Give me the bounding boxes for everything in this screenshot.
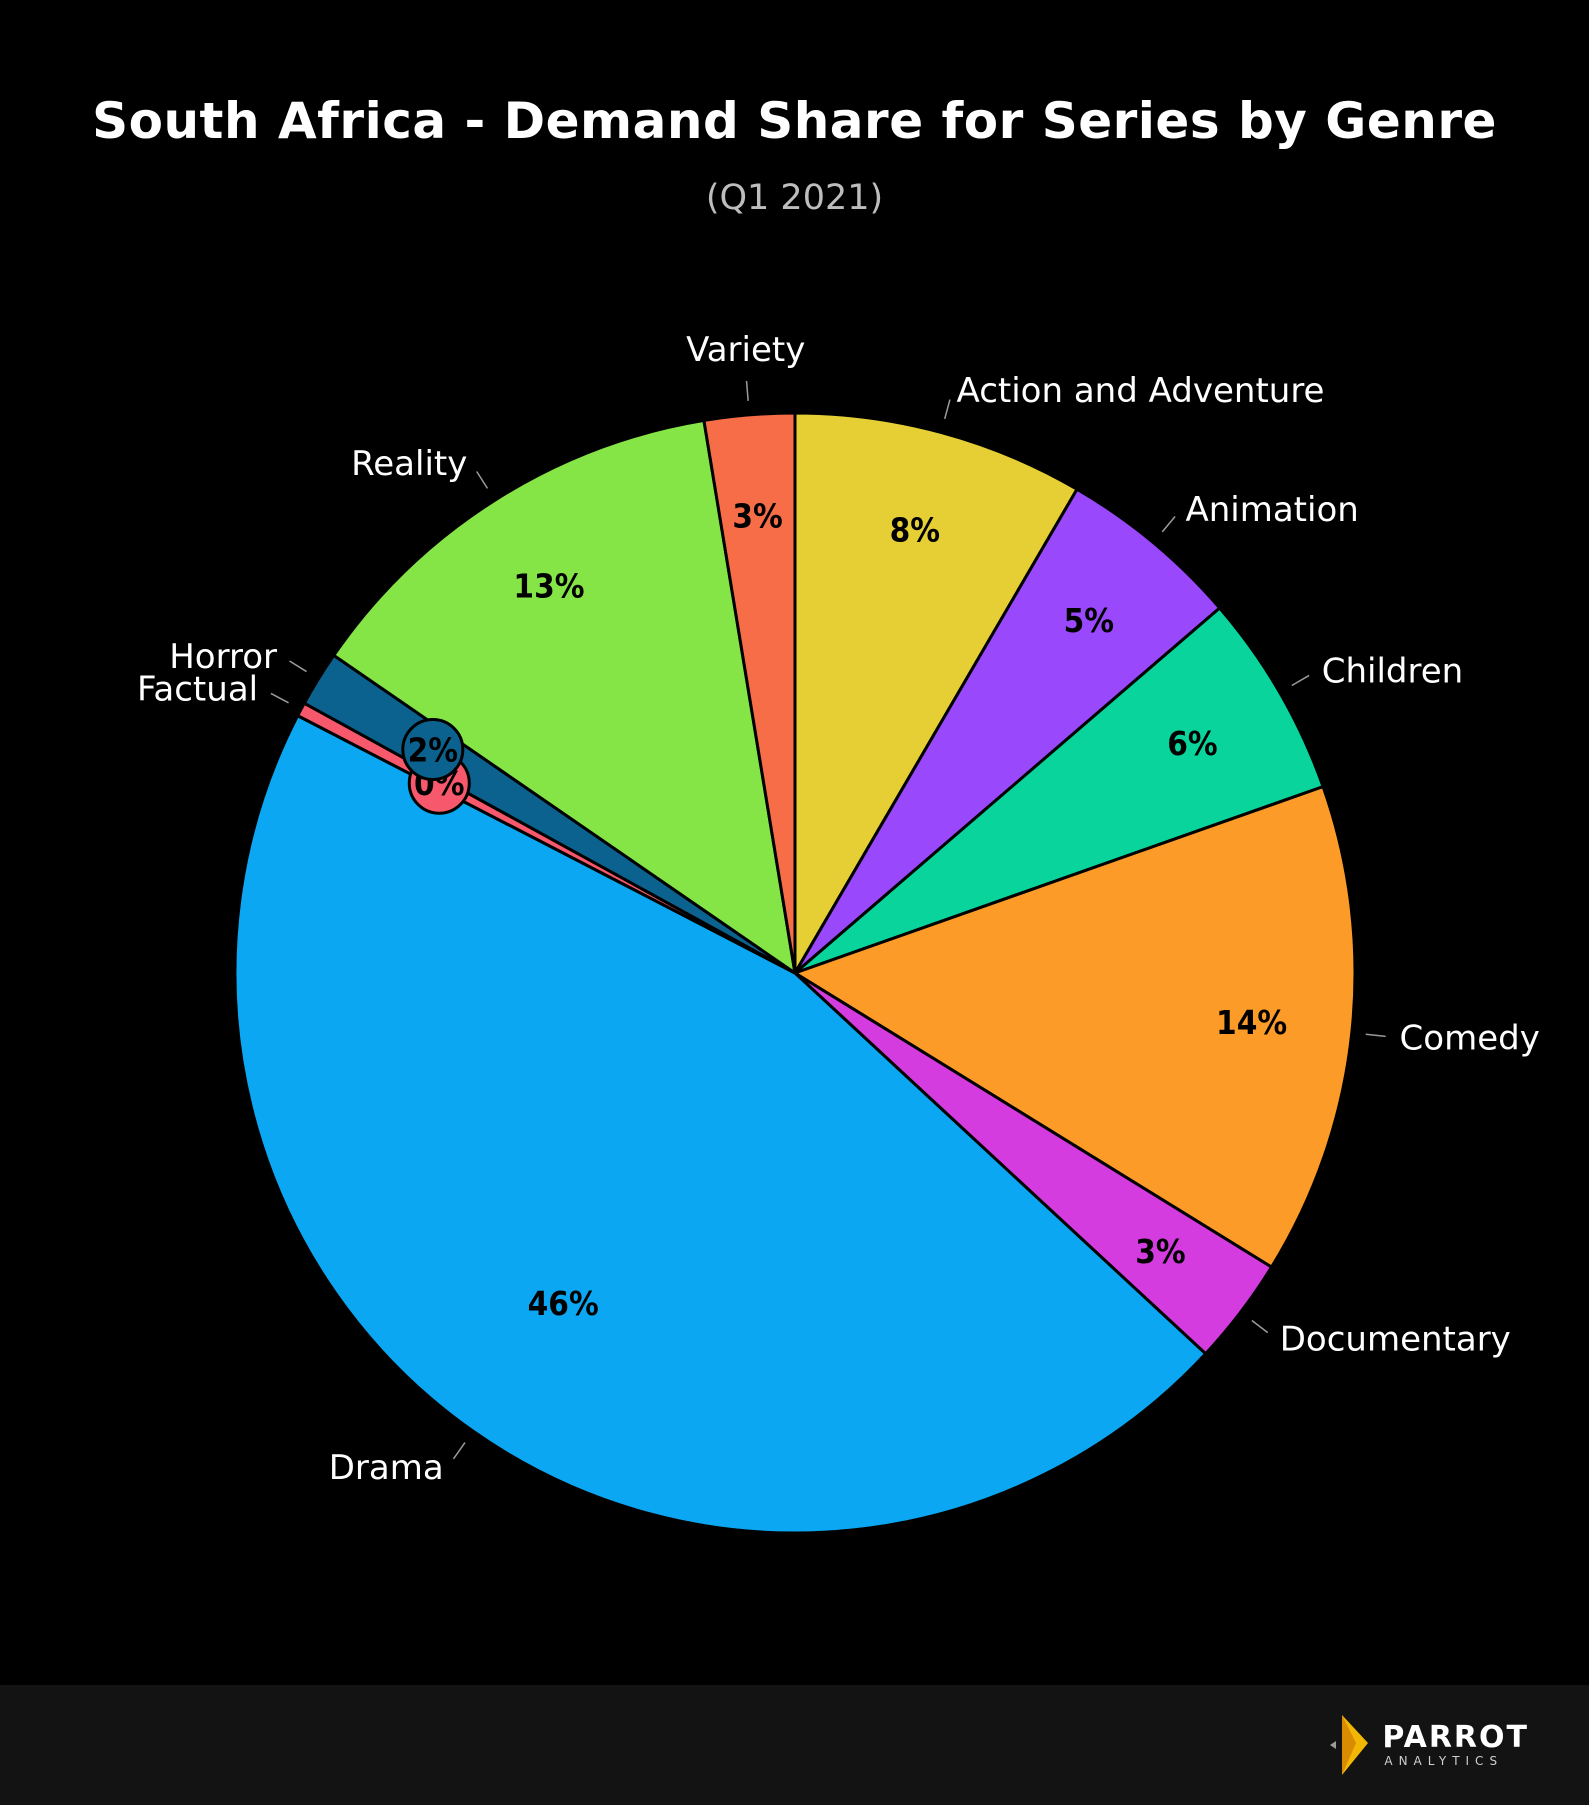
pct-label-action-and-adventure: 8% <box>890 511 940 550</box>
slice-label-comedy: Comedy <box>1400 1018 1540 1058</box>
pie-slice-action-and-adventure <box>793 411 1079 975</box>
slice-label-drama: Drama <box>329 1448 444 1488</box>
slice-label-reality: Reality <box>351 444 467 484</box>
chart-subtitle: (Q1 2021) <box>705 178 884 218</box>
pct-label-documentary: 3% <box>1135 1232 1185 1271</box>
pie-slice-comedy <box>793 785 1357 1269</box>
leader-line-comedy <box>1365 1033 1386 1038</box>
pct-label-reality: 13% <box>513 566 584 605</box>
leader-line-variety <box>745 380 749 401</box>
slice-label-horror: Horror <box>169 637 277 677</box>
slice-label-children: Children <box>1322 651 1463 691</box>
pct-label-animation: 5% <box>1064 601 1114 640</box>
brand-subtitle: ANALYTICS <box>1384 1754 1504 1768</box>
slice-label-action-and-adventure: Action and Adventure <box>957 371 1325 411</box>
leader-line-drama <box>452 1442 466 1460</box>
pct-label-children: 6% <box>1167 724 1217 763</box>
parrot-logo-icon <box>1330 1715 1369 1775</box>
leader-line-documentary <box>1251 1319 1269 1334</box>
slice-label-documentary: Documentary <box>1280 1320 1511 1360</box>
slice-label-variety: Variety <box>686 330 805 370</box>
leader-line-action-and-adventure <box>943 399 951 420</box>
pct-label-horror: 2% <box>408 730 458 769</box>
pct-label-variety: 3% <box>732 496 782 535</box>
pct-label-drama: 46% <box>528 1284 599 1323</box>
pie-slice-animation <box>793 487 1222 975</box>
pie-chart: Action and Adventure Animation Children Com… <box>137 330 1540 1535</box>
brand-logo: PARROT ANALYTICS <box>1322 1715 1529 1775</box>
brand-name: PARROT <box>1382 1720 1529 1755</box>
footer: PARROT ANALYTICS <box>0 1685 1589 1805</box>
leader-line-factual <box>270 692 289 704</box>
pie-slice-children <box>793 606 1325 975</box>
leader-line-horror <box>289 660 307 673</box>
slice-label-animation: Animation <box>1185 490 1358 530</box>
chart-title: South Africa - Demand Share for Series b… <box>92 92 1497 150</box>
leader-line-animation <box>1161 516 1176 533</box>
pie-slice-variety <box>702 411 797 975</box>
pct-badge-horror <box>401 717 465 781</box>
pie-slice-drama <box>233 714 1208 1535</box>
leader-line-reality <box>476 471 489 489</box>
slice-label-factual: Factual <box>137 670 258 710</box>
pct-label-comedy: 14% <box>1216 1003 1287 1042</box>
pie-slice-reality <box>332 418 797 975</box>
leader-line-children <box>1291 674 1310 687</box>
